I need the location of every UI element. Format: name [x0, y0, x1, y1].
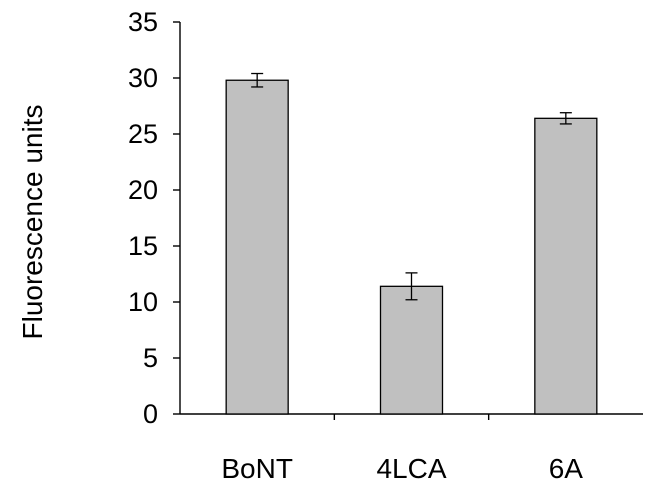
y-tick-label: 20 [128, 175, 158, 205]
bar-4lca [379, 285, 444, 415]
bars [225, 79, 598, 415]
x-tick-label-6a: 6A [549, 453, 584, 484]
y-tick-label: 35 [128, 7, 158, 37]
y-tick-label: 30 [128, 63, 158, 93]
x-tick-labels: BoNT 4LCA 6A [221, 453, 583, 484]
y-axis-label: Fluorescence units [17, 104, 48, 339]
y-tick-label: 0 [143, 399, 158, 429]
x-tick-label-4lca: 4LCA [376, 453, 446, 484]
bar-6a [534, 117, 598, 415]
x-tick-label-bont: BoNT [221, 453, 293, 484]
y-tick-label: 5 [143, 343, 158, 373]
bar-bont [225, 79, 289, 415]
y-tick-label: 15 [128, 231, 158, 261]
y-ticks: 0 5 10 15 20 25 30 35 [128, 7, 180, 429]
error-bars [251, 72, 572, 301]
y-tick-label: 25 [128, 119, 158, 149]
y-tick-label: 10 [128, 287, 158, 317]
